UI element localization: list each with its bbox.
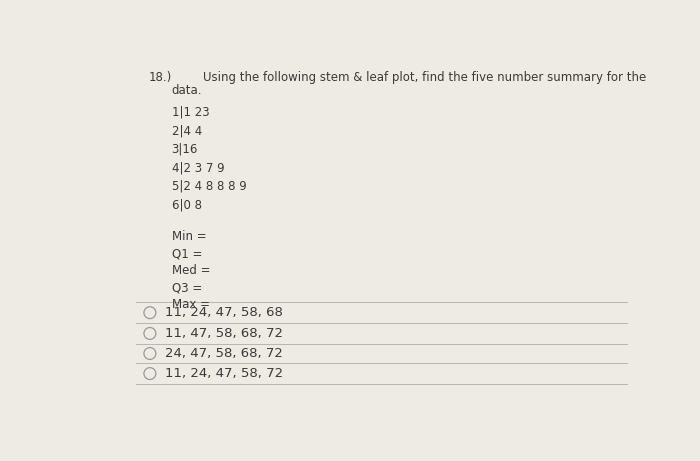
Text: Using the following stem & leaf plot, find the five number summary for the: Using the following stem & leaf plot, fi… — [203, 71, 646, 84]
Text: Q3 =: Q3 = — [172, 281, 202, 294]
Text: 2|4 4: 2|4 4 — [172, 124, 202, 137]
Text: 11, 24, 47, 58, 72: 11, 24, 47, 58, 72 — [165, 367, 284, 380]
Text: Med =: Med = — [172, 264, 210, 277]
Text: 11, 24, 47, 58, 68: 11, 24, 47, 58, 68 — [165, 306, 283, 319]
Text: 24, 47, 58, 68, 72: 24, 47, 58, 68, 72 — [165, 347, 283, 360]
Text: Q1 =: Q1 = — [172, 247, 202, 260]
Text: 4|2 3 7 9: 4|2 3 7 9 — [172, 161, 224, 174]
Text: 18.): 18.) — [149, 71, 172, 84]
Text: 6|0 8: 6|0 8 — [172, 198, 202, 211]
Text: Min =: Min = — [172, 230, 206, 243]
Text: Max =: Max = — [172, 298, 209, 311]
Text: 11, 47, 58, 68, 72: 11, 47, 58, 68, 72 — [165, 327, 283, 340]
Text: 5|2 4 8 8 8 9: 5|2 4 8 8 8 9 — [172, 179, 246, 193]
Text: data.: data. — [172, 84, 202, 97]
Text: 1|1 23: 1|1 23 — [172, 106, 209, 119]
Text: 3|16: 3|16 — [172, 142, 198, 156]
